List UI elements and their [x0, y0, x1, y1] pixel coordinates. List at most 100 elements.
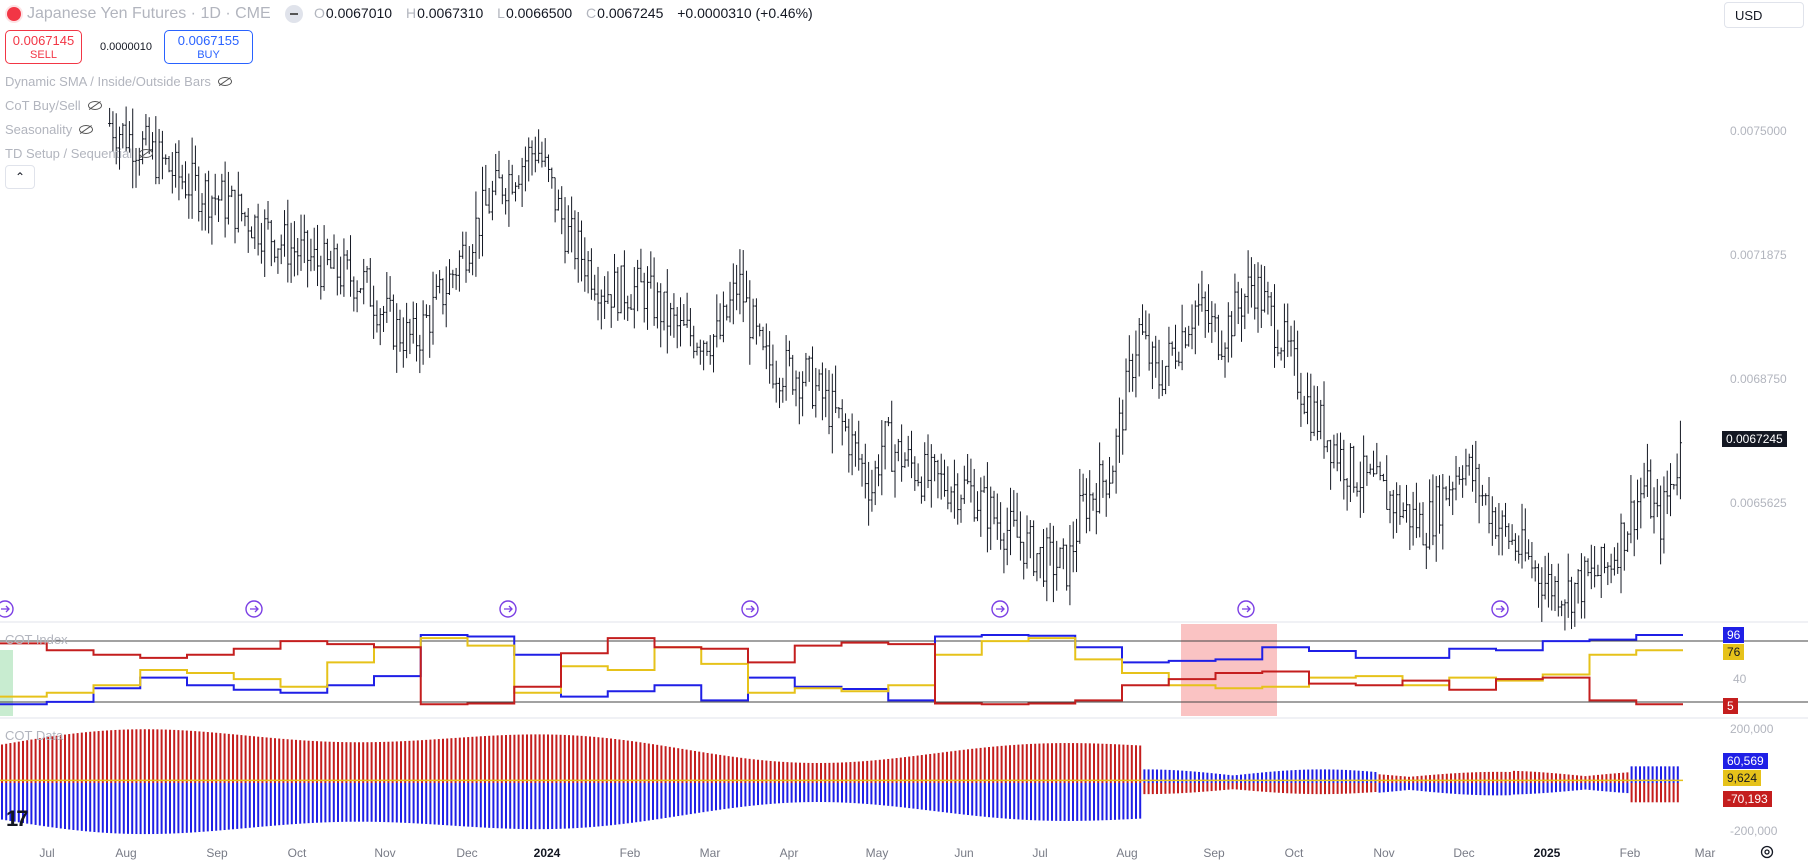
cot-data-bar-red	[492, 735, 495, 783]
cot-data-bar-red	[647, 743, 650, 783]
cot-data-bar-red	[790, 762, 793, 783]
cot-data-bar-blue	[160, 783, 163, 834]
price-axis-label: 0.0065625	[1730, 496, 1787, 510]
cot-data-bar-red	[286, 739, 289, 783]
collapse-legend-button[interactable]: ⌃	[5, 165, 35, 189]
event-marker-arrow	[504, 605, 513, 613]
cot-data-bar-red	[1601, 774, 1604, 783]
cot-data-bar-blue	[1021, 783, 1024, 820]
cot-data-bar-red	[874, 760, 877, 783]
cot-data-bar-red	[983, 747, 986, 783]
cot-data-bar-red	[1471, 772, 1473, 783]
cot-data-bar-red	[47, 736, 50, 783]
cot-data-bar-red	[1021, 744, 1024, 783]
cot-data-bar-blue	[127, 783, 129, 834]
cot-data-bar-blue	[400, 783, 402, 823]
cot-data-bar-red	[660, 745, 663, 783]
cot-data-bar-red	[328, 741, 331, 783]
cot-data-bar-red	[1391, 775, 1394, 783]
cot-data-bar-blue	[580, 783, 583, 828]
indicator-cot-buy-sell[interactable]: CoT Buy/Sell	[5, 97, 103, 113]
cot-data-bar-red	[1336, 783, 1339, 794]
eye-off-icon[interactable]	[138, 145, 154, 161]
cot-data-bar-red	[1517, 771, 1520, 783]
cot-data-bar-blue	[442, 783, 444, 826]
symbol-title[interactable]: Japanese Yen Futures · 1D · CME	[27, 5, 271, 22]
cot-data-bar-red	[1483, 771, 1486, 783]
cot-data-bar-blue	[689, 783, 692, 815]
cot-data-bar-red	[1353, 783, 1356, 794]
cot-data-bar-red	[198, 731, 201, 783]
cot-data-bar-red	[76, 733, 79, 783]
eye-off-icon[interactable]	[78, 121, 94, 137]
cot-data-bar-red	[962, 749, 965, 783]
cot-data-bar-red	[841, 762, 843, 783]
buy-button[interactable]: 0.0067155 BUY	[164, 30, 253, 64]
cot-data-bar-blue	[1445, 783, 1448, 794]
cot-data-bar-red	[971, 748, 974, 783]
cot-data-bar-blue	[379, 783, 381, 822]
cot-data-bar-red	[353, 742, 356, 783]
cot-data-bar-red	[463, 737, 465, 783]
minimize-icon[interactable]	[284, 5, 303, 23]
cot-data-bar-blue	[933, 783, 936, 812]
cot-data-bar-blue	[967, 783, 969, 816]
cot-data-bar-blue	[1214, 773, 1217, 783]
cot-data-bar-blue	[517, 783, 520, 829]
cot-data-bar-blue	[496, 783, 499, 829]
cot-data-bar-red	[1538, 772, 1541, 783]
cot-data-bar-blue	[1042, 783, 1045, 821]
eye-off-icon[interactable]	[87, 97, 103, 113]
cot-data-bar-blue	[841, 783, 843, 803]
cot-data-bar-blue	[673, 783, 675, 817]
cot-data-bar-red	[248, 735, 251, 783]
open-label: O	[314, 5, 325, 21]
cot-data-bar-blue	[1177, 770, 1179, 783]
symbol-header: Japanese Yen Futures · 1D · CME	[0, 0, 303, 28]
cot-data-bar-blue	[715, 783, 717, 811]
eye-off-icon[interactable]	[217, 73, 233, 89]
cot-data-bar-red	[1261, 783, 1263, 792]
cot-data-bar-blue	[1319, 769, 1322, 783]
cot-data-bar-blue	[694, 783, 696, 814]
cot-data-bar-red	[992, 746, 995, 783]
cot-data-bar-blue	[1101, 783, 1104, 821]
cot-data-gold-tag: 9,624	[1723, 770, 1762, 786]
cot-data-bar-blue	[89, 783, 92, 832]
cot-data-bar-blue	[1517, 783, 1520, 795]
cot-data-bar-blue	[1307, 769, 1310, 783]
cot-data-bar-blue	[1345, 769, 1347, 783]
cot-data-bar-red	[1319, 783, 1322, 795]
cot-data-bar-red	[1672, 783, 1675, 803]
cot-data-bar-red	[933, 753, 936, 783]
cot-data-bar-red	[458, 737, 461, 783]
cot-data-bar-red	[227, 733, 230, 783]
sell-button[interactable]: 0.0067145 SELL	[5, 30, 82, 64]
indicator-dynamic-sma[interactable]: Dynamic SMA / Inside/Outside Bars	[5, 73, 233, 89]
cot-data-bar-red	[605, 738, 608, 783]
currency-select[interactable]: USD	[1724, 2, 1804, 28]
cot-data-bar-red	[30, 739, 33, 783]
cot-data-bar-blue	[862, 783, 864, 804]
cot-data-bar-blue	[404, 783, 407, 823]
indicator-seasonality[interactable]: Seasonality	[5, 121, 94, 137]
cot-data-bar-blue	[85, 783, 87, 832]
cot-data-bar-blue	[345, 783, 348, 822]
cot-data-bar-red	[1009, 745, 1011, 783]
cot-data-bar-blue	[521, 783, 524, 830]
cot-data-bar-blue	[1198, 771, 1200, 783]
cot-data-bar-blue	[727, 783, 730, 809]
cot-data-bar-blue	[1462, 783, 1465, 795]
cot-data-bar-blue	[538, 783, 541, 830]
cot-data-bar-red	[110, 730, 113, 783]
cot-data-bar-red	[1634, 783, 1637, 803]
cot-data-bar-blue	[719, 783, 722, 810]
cot-data-bar-red	[736, 757, 738, 783]
cot-data-bar-red	[370, 742, 373, 783]
cot-data-bar-blue	[547, 783, 549, 830]
indicator-td-setup[interactable]: TD Setup / Sequential	[5, 145, 154, 161]
gear-icon[interactable]	[1758, 843, 1776, 861]
cot-data-bar-blue	[1563, 783, 1566, 792]
cot-data-bar-red	[950, 751, 953, 783]
